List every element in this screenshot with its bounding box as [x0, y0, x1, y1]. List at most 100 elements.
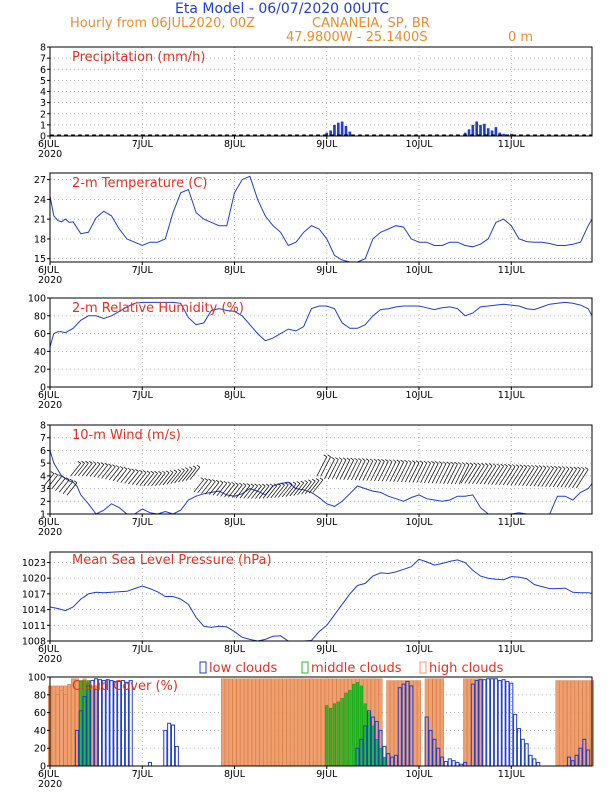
- wind-vector-head: [273, 483, 277, 486]
- wind-vector: [93, 464, 105, 478]
- wind-vector: [174, 470, 185, 484]
- wind-vector-head: [519, 464, 524, 468]
- wind-vector-head: [119, 466, 124, 469]
- y-tick-label: 4: [40, 471, 46, 482]
- wind-vector: [120, 469, 131, 483]
- wind-vector: [362, 460, 374, 481]
- legend-swatch: [419, 661, 427, 674]
- high-cloud-bar: [463, 678, 468, 767]
- wind-vector-head: [85, 460, 89, 464]
- low-cloud-bar: [524, 743, 529, 767]
- x-tick-label: 10JUL: [405, 517, 433, 528]
- wind-vector: [347, 460, 358, 481]
- middle-cloud-bar: [371, 725, 375, 767]
- wind-vector-head: [488, 463, 493, 466]
- wind-vector-head: [208, 478, 212, 482]
- wind-vector: [74, 462, 85, 476]
- x-tick-label: 9JUL: [316, 517, 338, 528]
- wind-vector: [182, 468, 193, 482]
- wind-vector-head: [523, 464, 527, 468]
- x-tick-label: 10JUL: [405, 139, 433, 150]
- wind-vector: [343, 459, 354, 480]
- wind-vector: [235, 485, 247, 499]
- wind-vector: [339, 459, 351, 480]
- wind-vector: [572, 469, 585, 488]
- wind-vector-head: [308, 479, 312, 483]
- wind-vector-head: [239, 482, 243, 486]
- panel-title: 10-m Wind (m/s): [72, 428, 181, 443]
- wind-vector-head: [196, 464, 201, 468]
- wind-vector-head: [162, 470, 166, 474]
- y-tick-label: 40: [34, 726, 46, 737]
- wind-vector: [108, 467, 120, 481]
- high-cloud-bar: [320, 678, 325, 767]
- x-tick-label: 6JUL: [38, 265, 60, 276]
- low-cloud-bar: [170, 724, 176, 767]
- wind-vector-head: [312, 478, 316, 482]
- middle-cloud-bar: [344, 692, 348, 767]
- wind-vector-head: [446, 461, 450, 465]
- panel-wind: 1 2 3 45 6 78 6JUL2020 7JUL 8JUL 9JUL 10JUL 11JUL 10…: [38, 421, 593, 538]
- wind-vector: [255, 485, 266, 499]
- low-cloud-bar: [516, 728, 522, 767]
- wind-vector-head: [338, 457, 343, 460]
- wind-vector: [416, 462, 428, 483]
- y-tick-label: 4: [40, 87, 46, 98]
- wind-vector: [66, 482, 78, 496]
- y-tick-label: 5: [40, 76, 46, 87]
- panel-cloud: 0 20 40 60 80 100 6JUL2020 7JUL 8JUL 9JUL 10JUL 11J…: [28, 661, 594, 790]
- wind-vector-head: [538, 465, 543, 468]
- wind-vector: [510, 466, 524, 486]
- x-tick-label: 6JUL: [38, 390, 60, 401]
- wind-vector-head: [550, 465, 554, 469]
- wind-vector-head: [242, 483, 247, 486]
- x-tick-label: 10JUL: [405, 390, 433, 401]
- high-cloud-bar: [440, 678, 445, 767]
- wind-vector-head: [346, 457, 351, 461]
- precip-bar: [340, 121, 344, 136]
- wind-vector-head: [185, 467, 189, 470]
- wind-vector: [212, 482, 224, 496]
- mslp-line: [49, 558, 593, 642]
- wind-vector: [51, 476, 62, 490]
- wind-vector-head: [423, 460, 427, 464]
- wind-vector-head: [158, 470, 162, 474]
- y-tick-label: 6: [40, 65, 46, 76]
- wind-vector-head: [265, 483, 270, 487]
- wind-vector: [266, 485, 278, 499]
- y-tick-label: 1014: [22, 605, 46, 616]
- wind-vector-head: [77, 460, 81, 464]
- wind-vector: [389, 461, 401, 482]
- wind-vector-head: [369, 458, 374, 462]
- high-cloud-bar: [247, 678, 252, 767]
- low-cloud-bar: [482, 679, 487, 767]
- high-cloud-bar: [467, 678, 471, 767]
- panel-title: 2-m Temperature (C): [72, 176, 207, 191]
- wind-vector-head: [123, 466, 128, 470]
- wind-vector-head: [146, 470, 151, 474]
- wind-vector: [472, 465, 485, 484]
- wind-vector-head: [365, 458, 370, 461]
- wind-vector-head: [454, 461, 458, 465]
- x-tick-label: 8JUL: [224, 517, 246, 528]
- wind-vector: [78, 462, 89, 476]
- wind-vector: [412, 462, 424, 483]
- wind-vector-head: [54, 472, 58, 476]
- wind-vector-head: [358, 458, 362, 461]
- wind-vector-head: [189, 466, 193, 470]
- wind-vector: [305, 480, 316, 494]
- wind-vector: [139, 472, 151, 486]
- y-tick-label: 100: [28, 294, 46, 305]
- wind-vector-head: [431, 461, 435, 464]
- wind-vector: [464, 464, 477, 484]
- wind-vector: [70, 463, 82, 477]
- wind-vector: [270, 485, 281, 499]
- wind-vector-head: [373, 458, 377, 462]
- high-cloud-bar: [51, 685, 56, 767]
- y-tick-label: 1: [40, 120, 46, 131]
- wind-vector-head: [323, 454, 327, 458]
- low-cloud-bar: [532, 758, 537, 767]
- low-cloud-bar: [520, 738, 525, 767]
- wind-vector: [262, 485, 274, 499]
- wind-vector: [170, 470, 181, 484]
